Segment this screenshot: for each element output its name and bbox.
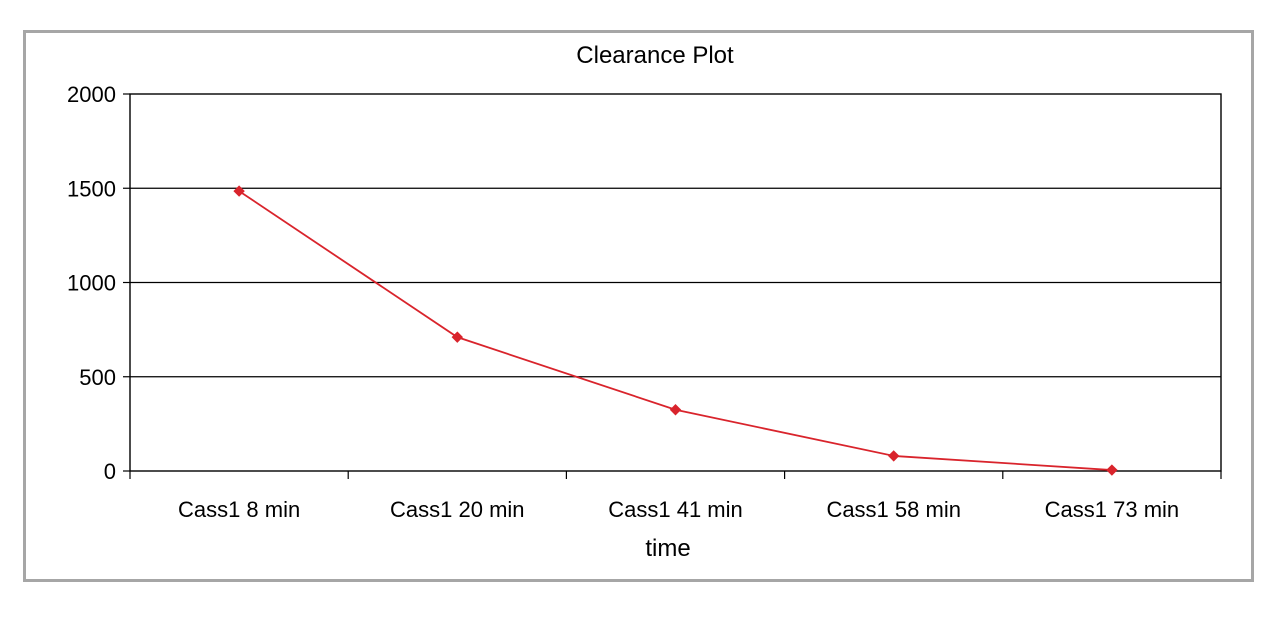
gridlines bbox=[130, 187, 1221, 378]
y-tick-label: 1500 bbox=[67, 176, 116, 201]
chart-frame bbox=[23, 30, 1254, 582]
x-axis-ticks: Cass1 8 min Cass1 20 min Cass1 41 min Cass1… bbox=[129, 471, 1222, 522]
chart-title: Clearance Plot bbox=[576, 42, 734, 69]
data-point-marker bbox=[233, 185, 245, 197]
y-tick-label: 1000 bbox=[67, 271, 116, 296]
x-axis-label: time bbox=[645, 535, 690, 562]
series-layer bbox=[233, 185, 1118, 476]
data-point-marker bbox=[1106, 464, 1118, 476]
data-point-marker bbox=[887, 450, 900, 462]
y-tick-label: 500 bbox=[79, 365, 116, 390]
series-line bbox=[238, 190, 1112, 471]
x-tick-label: Cass1 8 min bbox=[178, 497, 300, 522]
y-tick-label: 0 bbox=[104, 459, 116, 484]
data-point-marker bbox=[451, 331, 464, 343]
x-tick-label: Cass1 73 min bbox=[1045, 497, 1180, 522]
data-point-marker bbox=[669, 404, 682, 416]
x-tick-label: Cass1 58 min bbox=[826, 497, 961, 522]
x-tick-label: Cass1 41 min bbox=[608, 497, 743, 522]
y-axis-ticks: 0 500 1000 1500 2000 bbox=[67, 82, 130, 484]
x-tick-label: Cass1 20 min bbox=[390, 497, 525, 522]
y-tick-label: 2000 bbox=[67, 82, 116, 107]
